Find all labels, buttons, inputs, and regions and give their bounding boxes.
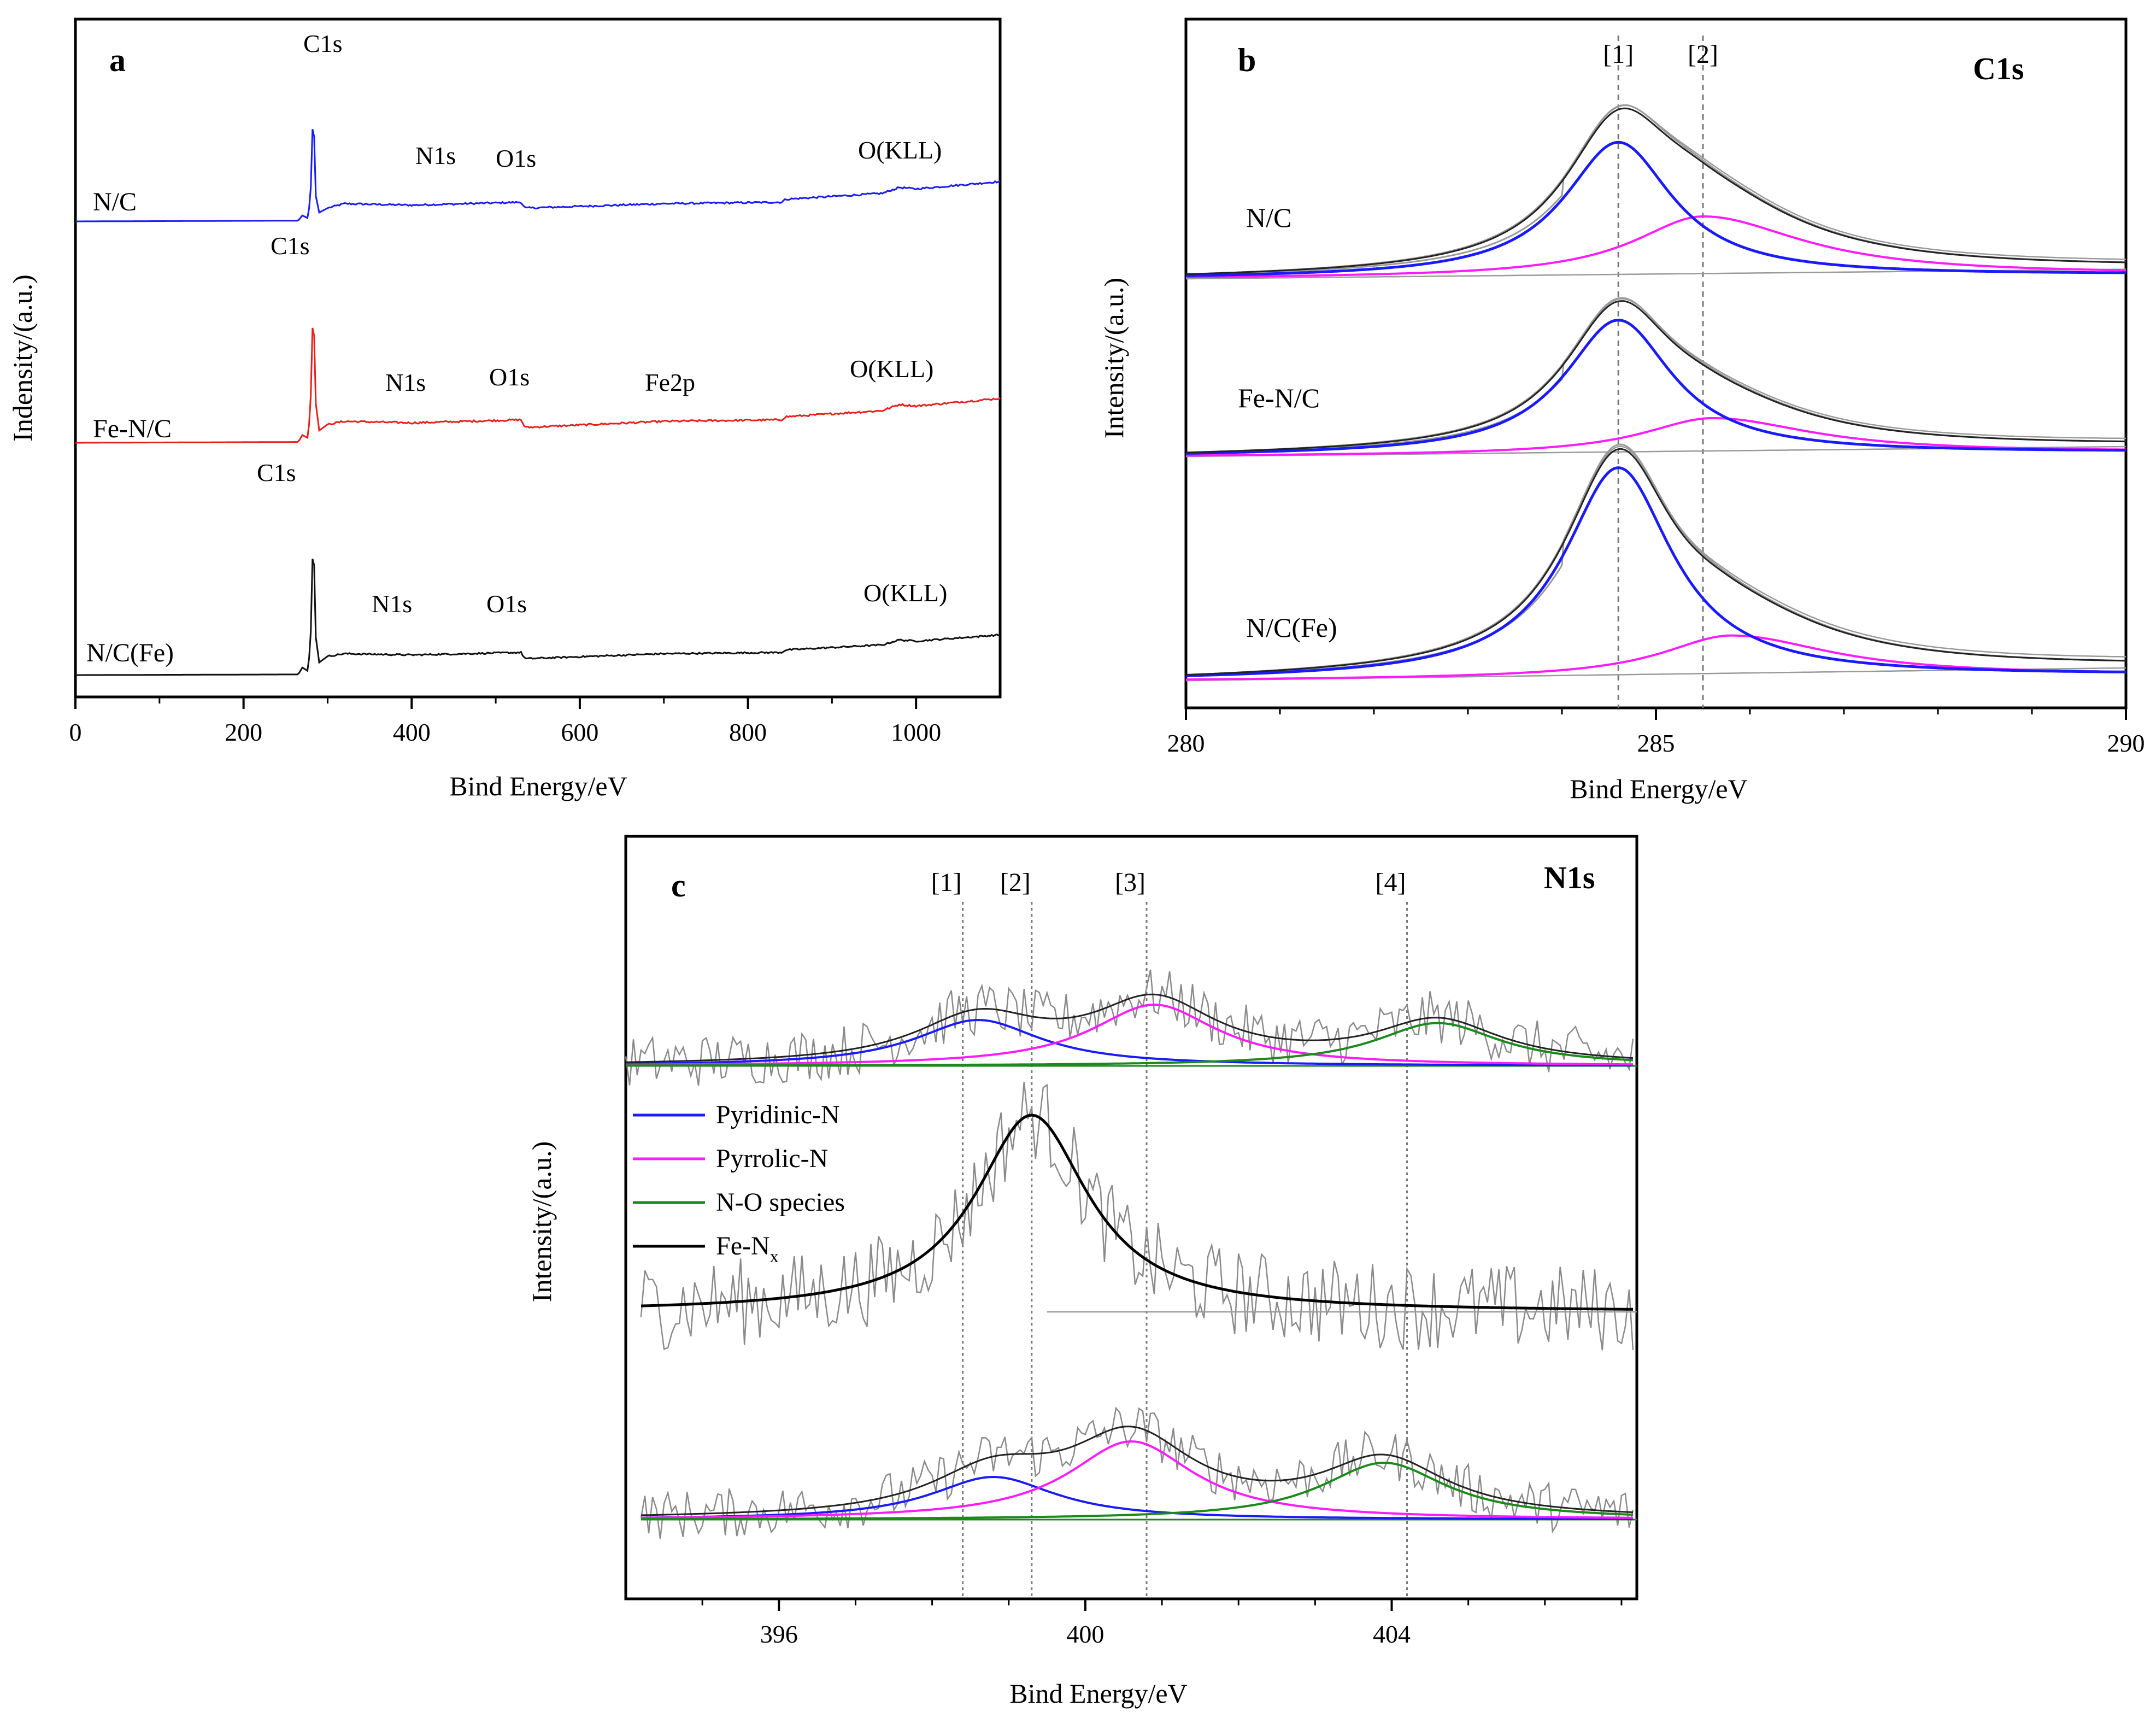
panel-c-pyrrolic-2 (641, 1440, 1633, 1519)
panel-c-tick-label-400: 400 (1066, 1620, 1104, 1648)
panel-c-no-species-0 (626, 1022, 1634, 1067)
legend-label-fenx: Fe-Nx (716, 1232, 779, 1266)
panel-a-ncfe-c1s-label: C1s (257, 459, 296, 486)
panel-b-envelope-1 (1185, 300, 2126, 454)
panel-b-envelope-2 (1185, 448, 2126, 676)
panel-b-peak2-2 (1186, 634, 2126, 681)
panel-b-envelope-0 (1185, 107, 2126, 275)
panel-a-tick-label-400: 400 (393, 718, 431, 746)
panel-c-refline-label-4: [4] (1376, 868, 1406, 897)
panel-a-fenc-name: Fe-N/C (93, 414, 172, 443)
panel-c-raw-0 (625, 969, 1634, 1086)
panel-b-tick-label-280: 280 (1167, 729, 1205, 757)
panel-a-letter: a (109, 42, 126, 78)
panel-b-fenc-name: Fe-N/C (1238, 383, 1320, 413)
panel-b: b C1s [1] [2] 280 285 290 Bind Energy/eV In… (1098, 17, 2145, 804)
panel-c-xlabel: Bind Energy/eV (1009, 1678, 1187, 1709)
panel-b-xlabel: Bind Energy/eV (1570, 773, 1747, 804)
panel-b-ncfe-name: N/C(Fe) (1246, 612, 1337, 643)
panel-b-reference-lines: [1] [2] (1603, 36, 1718, 708)
panel-a-nc-okll-label: O(KLL) (858, 136, 942, 164)
panel-a-tick-label-0: 0 (69, 718, 82, 746)
panel-b-tick-label-285: 285 (1637, 729, 1675, 757)
panel-b-title: C1s (1973, 51, 2024, 86)
panel-c-ylabel: Intensity/(a.u.) (526, 1141, 557, 1302)
panel-a-fenc-c1s-label: C1s (271, 232, 310, 260)
panel-b-x-ticks: 280 285 290 (1167, 708, 2145, 757)
panel-c-pyridinic-2 (641, 1475, 1633, 1520)
panel-a-fenc-fe2p-label: Fe2p (645, 368, 695, 396)
panel-b-peak1-0 (1186, 140, 2126, 277)
panel-c-series (625, 969, 1637, 1539)
panel-a-nc-n1s-label: N1s (415, 142, 456, 169)
panel-a: a 0 200 400 600 800 1000 Bind Energy/eV Inden… (7, 17, 1002, 801)
panel-a-tick-label-1000: 1000 (891, 718, 941, 746)
panel-a-fenc-o1s-label: O1s (489, 363, 530, 391)
legend-label-pyridinic: Pyridinic-N (716, 1100, 840, 1129)
panel-c-envelope-2 (641, 1426, 1634, 1516)
panel-c-refline-label-3: [3] (1115, 868, 1145, 897)
panel-a-nc-o1s-label: O1s (496, 144, 536, 172)
panel-c-no-species-2 (641, 1461, 1634, 1520)
panel-c: c N1s [1] [2] [3] [4] 396 400 404 Bind Energy… (526, 835, 1638, 1709)
panel-a-fenc-okll-label: O(KLL) (850, 355, 933, 383)
panel-a-ncfe-name: N/C(Fe) (86, 638, 174, 667)
panel-b-series (1185, 104, 2126, 682)
panel-c-pyridinic-0 (625, 1018, 1633, 1066)
panel-a-line-2 (75, 558, 1001, 676)
panel-a-ncfe-n1s-label: N1s (372, 590, 412, 618)
panel-c-fenx-1 (641, 1113, 1633, 1311)
panel-c-tick-label-396: 396 (760, 1620, 798, 1648)
panel-c-tick-label-404: 404 (1373, 1620, 1411, 1648)
panel-c-envelope-0 (625, 993, 1634, 1063)
panel-c-frame (624, 835, 1638, 1600)
panel-b-refline-label-1: [1] (1603, 40, 1634, 69)
panel-b-refline-label-2: [2] (1688, 40, 1718, 69)
panel-a-line-1 (75, 327, 1001, 444)
panel-b-raw2-0 (1185, 104, 2126, 275)
panel-a-nc-c1s-label: C1s (303, 30, 343, 57)
panel-c-title: N1s (1544, 860, 1595, 895)
panel-b-peak2-0 (1186, 215, 2126, 279)
panel-b-nc-name: N/C (1246, 202, 1291, 233)
panel-c-legend: Pyridinic-N Pyrrolic-N N-O species Fe-Nx (633, 1100, 845, 1266)
panel-a-series (75, 128, 1001, 676)
legend-label-no-species: N-O species (716, 1188, 845, 1217)
panel-b-raw-0 (1185, 104, 2126, 276)
panel-c-pyrrolic-0 (626, 1003, 1633, 1066)
panel-a-nc-name: N/C (93, 187, 137, 216)
panel-a-tick-label-600: 600 (561, 718, 598, 746)
panel-c-refline-label-2: [2] (1000, 868, 1031, 897)
panel-c-raw-2 (640, 1406, 1634, 1539)
panel-a-ncfe-okll-label: O(KLL) (863, 579, 947, 607)
panel-a-x-ticks: 0 200 400 600 800 1000 (69, 697, 941, 746)
panel-a-fenc-n1s-label: N1s (385, 368, 426, 396)
panel-a-ncfe-o1s-label: O1s (486, 590, 527, 618)
panel-a-tick-label-800: 800 (729, 718, 767, 746)
panel-c-x-ticks: 396 400 404 (701, 1599, 1623, 1648)
panel-c-refline-label-1: [1] (931, 868, 962, 897)
panel-a-tick-label-200: 200 (225, 718, 262, 746)
panel-a-line-0 (75, 128, 1001, 222)
panel-b-peak1-2 (1185, 466, 2126, 677)
panel-b-tick-label-290: 290 (2107, 729, 2145, 757)
panel-b-peak1-1 (1186, 319, 2126, 455)
panel-c-raw-1 (640, 1082, 1634, 1351)
panel-a-frame (74, 17, 1002, 699)
panel-b-letter: b (1238, 42, 1256, 78)
panel-a-xlabel: Bind Energy/eV (449, 771, 627, 801)
panel-a-ylabel: Indensity/(a.u.) (7, 274, 38, 441)
legend-label-pyrrolic: Pyrrolic-N (716, 1144, 828, 1173)
panel-c-letter: c (671, 867, 686, 904)
panel-b-ylabel: Intensity/(a.u.) (1098, 278, 1129, 438)
panel-b-peak2-1 (1186, 417, 2126, 457)
